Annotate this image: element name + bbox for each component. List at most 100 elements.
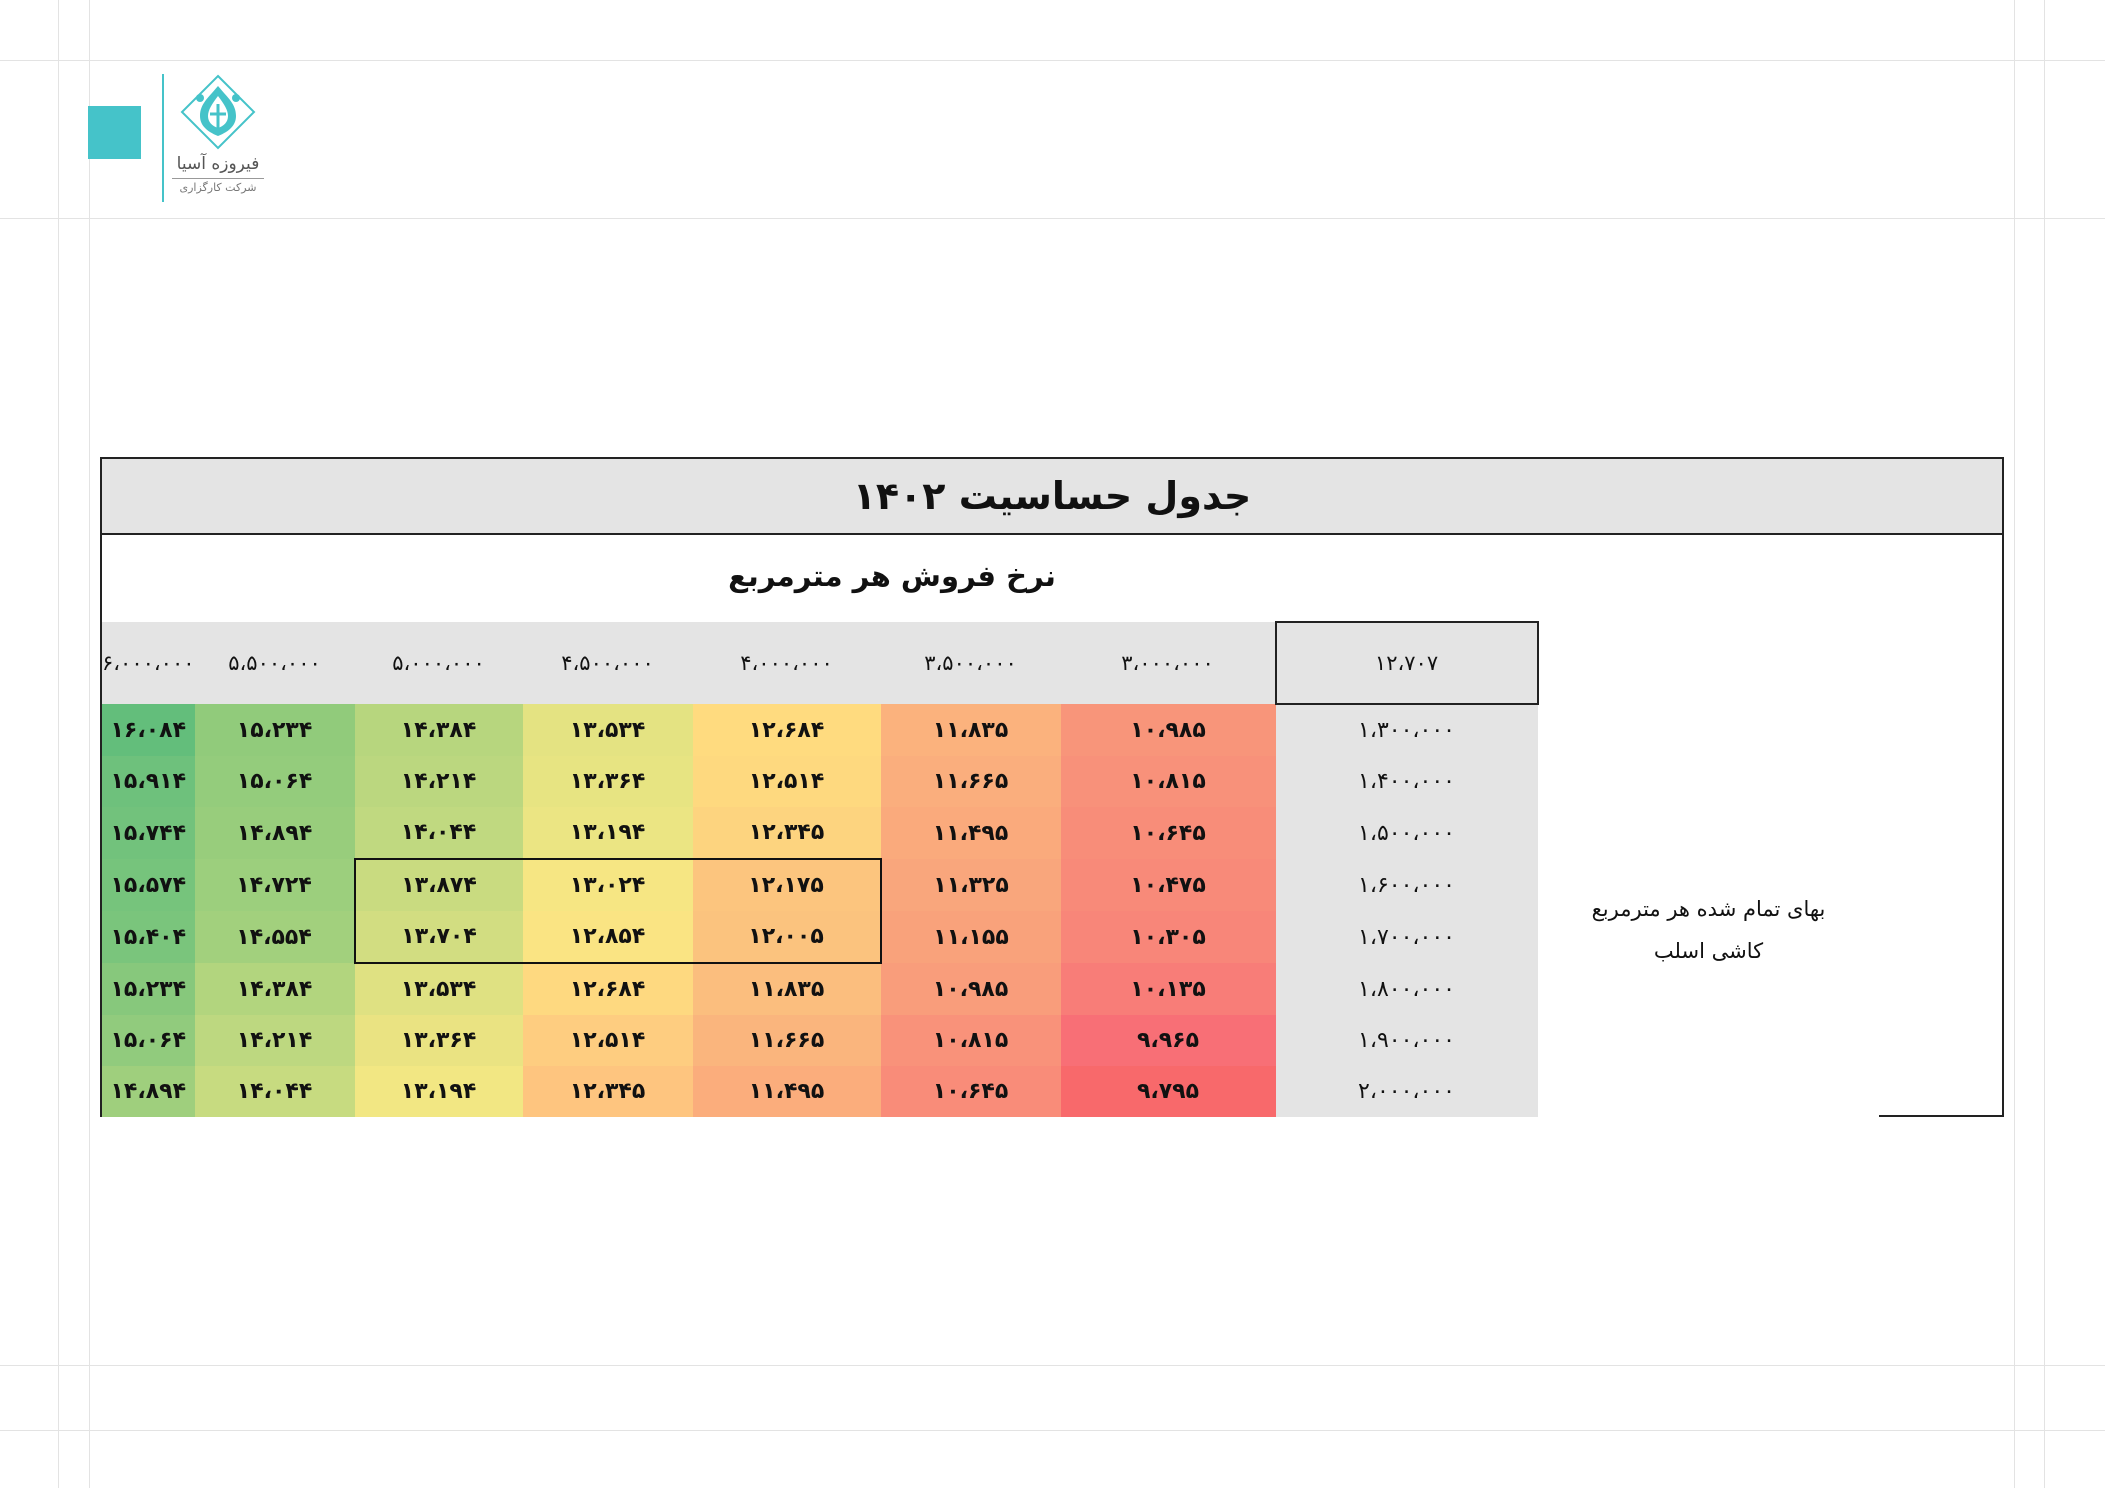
table-cell: ۱۱،۴۹۵: [692, 1066, 881, 1117]
logo-square: [88, 106, 141, 159]
table-cell: ۱۳،۵۳۴: [354, 963, 523, 1015]
table-cell: ۹،۷۹۵: [1060, 1066, 1276, 1117]
table-cell: ۱۱،۸۳۵: [880, 704, 1061, 756]
table-row: ۱،۴۰۰،۰۰۰ ۱۰،۸۱۵ ۱۱،۶۶۵ ۱۲،۵۱۴ ۱۳،۳۶۴ ۱۴،۲۱۴ ۱…: [102, 756, 1879, 807]
table-cell: ۱۵،۴۰۴: [102, 911, 195, 963]
table-cell: ۱۲،۶۸۴: [522, 963, 693, 1015]
page-guide-line: [2014, 0, 2015, 1488]
table-cell: ۱۴،۰۴۴: [354, 807, 523, 859]
column-header: ۳،۰۰۰،۰۰۰: [1060, 622, 1276, 704]
table-cell: ۱۱،۶۶۵: [880, 756, 1061, 807]
table-cell: ۱۰،۸۱۵: [1060, 756, 1276, 807]
column-header: ۵،۵۰۰،۰۰۰: [194, 622, 355, 704]
table-cell: ۱۳،۷۰۴: [353, 911, 523, 964]
logo-divider: [162, 74, 164, 202]
table-cell: ۱۲،۵۱۴: [692, 756, 881, 807]
table-cell: ۱۵،۲۳۴: [102, 963, 195, 1015]
page-guide-line: [89, 0, 90, 1488]
table-cell: ۱۴،۳۸۴: [194, 963, 355, 1015]
table-cell: ۱۴،۵۵۴: [194, 911, 355, 963]
table-cell: ۱۰،۹۸۵: [880, 963, 1061, 1015]
table-cell: ۱۳،۸۷۴: [353, 858, 523, 911]
column-header: ۴،۵۰۰،۰۰۰: [522, 622, 693, 704]
table-cell: ۱۵،۰۶۴: [194, 756, 355, 807]
page-guide-line: [58, 0, 59, 1488]
table-cell: ۱۱،۸۳۵: [692, 963, 881, 1015]
table-cell: ۱۳،۱۹۴: [522, 807, 693, 859]
column-header-row: بهای تمام شده هر مترمربع کاشی اسلب ۱۲،۷۰۷ ۳…: [102, 621, 1879, 1117]
column-header: ۴،۰۰۰،۰۰۰: [692, 622, 881, 704]
page-guide-line: [2044, 0, 2045, 1488]
page-guide-line: [0, 218, 2105, 219]
row-header: ۱،۳۰۰،۰۰۰: [1275, 704, 1538, 756]
table-title: جدول حساسیت ۱۴۰۲: [102, 459, 2002, 535]
table-row: ۱،۹۰۰،۰۰۰ ۹،۹۶۵ ۱۰،۸۱۵ ۱۱،۶۶۵ ۱۲،۵۱۴ ۱۳،۳۶۴ ۱۴…: [102, 1015, 1879, 1066]
table-cell: ۱۵،۹۱۴: [102, 756, 195, 807]
row-axis-label: بهای تمام شده هر مترمربع کاشی اسلب: [1537, 622, 1879, 1117]
table-row: ۲،۰۰۰،۰۰۰ ۹،۷۹۵ ۱۰،۶۴۵ ۱۱،۴۹۵ ۱۲،۳۴۵ ۱۳،۱۹۴ ۱۴…: [102, 1066, 1879, 1117]
table-cell: ۱۳،۵۳۴: [522, 704, 693, 756]
base-value-cell: ۱۲،۷۰۷: [1274, 621, 1539, 705]
table-row: ۱،۷۰۰،۰۰۰ ۱۰،۳۰۵ ۱۱،۱۵۵ ۱۲،۰۰۵ ۱۲،۸۵۴ ۱۳،۷۰۴ ۱…: [102, 911, 1879, 964]
table-cell: ۱۱،۳۲۵: [880, 859, 1061, 911]
row-axis-label-line1: بهای تمام شده هر مترمربع: [1591, 896, 1826, 921]
logo-name: فیروزه آسیا: [176, 154, 260, 174]
table-cell: ۱۴،۷۲۴: [194, 859, 355, 911]
page-guide-line: [0, 1430, 2105, 1431]
table-cell: ۱۶،۰۸۴: [102, 704, 195, 756]
table-cell: ۱۲،۳۴۵: [692, 807, 881, 859]
table-cell: ۱۱،۶۶۵: [692, 1015, 881, 1066]
row-header: ۱،۴۰۰،۰۰۰: [1275, 756, 1538, 807]
table-cell: ۱۳،۳۶۴: [522, 756, 693, 807]
sensitivity-grid: بهای تمام شده هر مترمربع کاشی اسلب ۱۲،۷۰۷ ۳…: [102, 621, 1879, 1117]
table-cell: ۱۵،۵۷۴: [102, 859, 195, 911]
company-logo: فیروزه آسیا شرکت کارگزاری: [88, 74, 268, 204]
table-row: ۱،۵۰۰،۰۰۰ ۱۰،۶۴۵ ۱۱،۴۹۵ ۱۲،۳۴۵ ۱۳،۱۹۴ ۱۴،۰۴۴ ۱…: [102, 807, 1879, 859]
table-cell: ۱۲،۵۱۴: [522, 1015, 693, 1066]
table-cell: ۹،۹۶۵: [1060, 1015, 1276, 1066]
row-header: ۱،۷۰۰،۰۰۰: [1275, 911, 1538, 963]
logo-subtitle: شرکت کارگزاری: [172, 178, 264, 194]
turquoise-emblem-icon: [180, 74, 256, 150]
table-cell: ۱۴،۸۹۴: [102, 1066, 195, 1117]
table-cell: ۱۵،۷۴۴: [102, 807, 195, 859]
column-header: ۶،۰۰۰،۰۰۰: [102, 622, 195, 704]
table-cell: ۱۰،۹۸۵: [1060, 704, 1276, 756]
table-cell: ۱۰،۶۴۵: [1060, 807, 1276, 859]
table-cell: ۱۵،۲۳۴: [194, 704, 355, 756]
table-cell: ۱۰،۶۴۵: [880, 1066, 1061, 1117]
sensitivity-table: جدول حساسیت ۱۴۰۲ نرخ فروش هر مترمربع بها…: [100, 457, 2004, 1117]
table-cell: ۱۲،۱۷۵: [692, 858, 882, 911]
column-axis-label: نرخ فروش هر مترمربع: [728, 559, 1056, 593]
table-cell: ۱۲،۶۸۴: [692, 704, 881, 756]
table-cell: ۱۰،۸۱۵: [880, 1015, 1061, 1066]
column-header: ۵،۰۰۰،۰۰۰: [354, 622, 523, 704]
row-header: ۱،۸۰۰،۰۰۰: [1275, 963, 1538, 1015]
row-header: ۱،۵۰۰،۰۰۰: [1275, 807, 1538, 859]
table-cell: ۱۱،۱۵۵: [880, 911, 1061, 963]
row-header: ۱،۹۰۰،۰۰۰: [1275, 1015, 1538, 1066]
row-header: ۲،۰۰۰،۰۰۰: [1275, 1066, 1538, 1117]
row-header: ۱،۶۰۰،۰۰۰: [1275, 859, 1538, 911]
table-cell: ۱۲،۳۴۵: [522, 1066, 693, 1117]
table-row: ۱،۸۰۰،۰۰۰ ۱۰،۱۳۵ ۱۰،۹۸۵ ۱۱،۸۳۵ ۱۲،۶۸۴ ۱۳،۵۳۴ ۱…: [102, 963, 1879, 1015]
table-cell: ۱۳،۰۲۴: [522, 858, 693, 911]
table-cell: ۱۴،۲۱۴: [354, 756, 523, 807]
table-cell: ۱۰،۴۷۵: [1060, 859, 1276, 911]
table-cell: ۱۴،۸۹۴: [194, 807, 355, 859]
table-cell: ۱۲،۸۵۴: [522, 911, 693, 964]
column-header: ۳،۵۰۰،۰۰۰: [880, 622, 1061, 704]
table-row: ۱،۳۰۰،۰۰۰ ۱۰،۹۸۵ ۱۱،۸۳۵ ۱۲،۶۸۴ ۱۳،۵۳۴ ۱۴،۳۸۴ ۱…: [102, 704, 1879, 756]
table-cell: ۱۰،۱۳۵: [1060, 963, 1276, 1015]
table-cell: ۱۴،۳۸۴: [354, 704, 523, 756]
table-cell: ۱۳،۱۹۴: [354, 1066, 523, 1117]
table-cell: ۱۴،۲۱۴: [194, 1015, 355, 1066]
table-cell: ۱۰،۳۰۵: [1060, 911, 1276, 963]
table-row: ۱،۶۰۰،۰۰۰ ۱۰،۴۷۵ ۱۱،۳۲۵ ۱۲،۱۷۵ ۱۳،۰۲۴ ۱۳،۸۷۴ ۱…: [102, 858, 1879, 911]
table-cell: ۱۳،۳۶۴: [354, 1015, 523, 1066]
table-cell: ۱۱،۴۹۵: [880, 807, 1061, 859]
table-cell: ۱۵،۰۶۴: [102, 1015, 195, 1066]
row-axis-label-line2: کاشی اسلب: [1653, 938, 1764, 963]
table-cell: ۱۴،۰۴۴: [194, 1066, 355, 1117]
page-guide-line: [0, 60, 2105, 61]
